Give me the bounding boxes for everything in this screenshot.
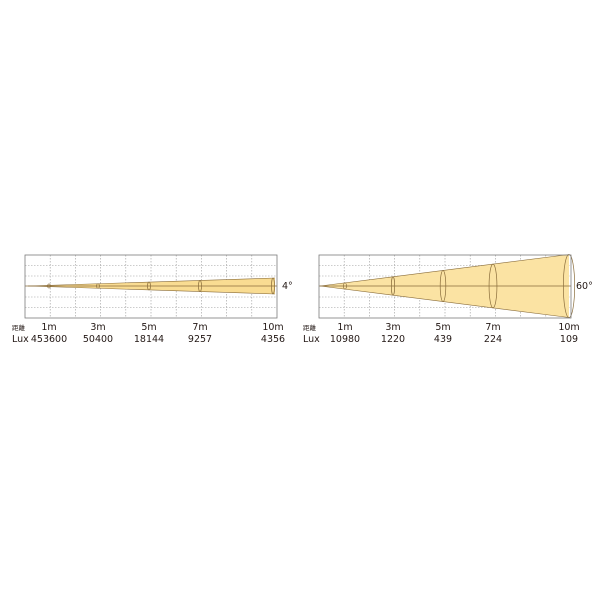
distance-label: 5m xyxy=(435,322,450,333)
beam-cross-section-7m xyxy=(198,280,202,292)
lux-value: 453600 xyxy=(31,334,67,345)
beam-angle-label: 4° xyxy=(282,281,293,292)
lux-row-label: Lux xyxy=(303,334,320,345)
chart-frame xyxy=(24,254,278,319)
beam-edge xyxy=(27,277,276,287)
distance-label: 3m xyxy=(385,322,400,333)
lux-value: 4356 xyxy=(261,334,285,345)
beam-cross-section-10m xyxy=(271,277,275,295)
lux-value: 109 xyxy=(560,334,578,345)
beam-cross-section-5m xyxy=(147,281,151,291)
lux-row-label: Lux xyxy=(12,334,29,345)
beam-edge xyxy=(27,285,276,295)
beam-edge xyxy=(319,285,570,318)
distance-row-label: 距離 xyxy=(12,323,26,332)
distance-label: 3m xyxy=(90,322,105,333)
distance-label: 1m xyxy=(337,322,352,333)
lux-value: 18144 xyxy=(134,334,164,345)
beam-cross-section-3m xyxy=(390,276,396,296)
distance-row-label: 距離 xyxy=(303,323,317,332)
beam-cross-section-1m xyxy=(343,282,347,290)
lux-value: 50400 xyxy=(83,334,113,345)
lux-value: 9257 xyxy=(188,334,212,345)
distance-label: 7m xyxy=(192,322,207,333)
beam-cross-section-1m xyxy=(47,283,51,289)
chart-frame xyxy=(318,254,572,319)
distance-label: 10m xyxy=(262,322,283,333)
beam-cross-section-10m xyxy=(562,254,576,318)
lux-value: 10980 xyxy=(330,334,360,345)
lux-value: 1220 xyxy=(381,334,405,345)
distance-label: 7m xyxy=(485,322,500,333)
beam-angle-label: 60° xyxy=(576,281,593,292)
distance-label: 10m xyxy=(558,322,579,333)
beam-cross-section-5m xyxy=(439,270,447,302)
lux-value: 439 xyxy=(434,334,452,345)
beam-cross-section-7m xyxy=(488,263,498,309)
beam-edge xyxy=(319,254,570,287)
lux-value: 224 xyxy=(484,334,502,345)
distance-label: 1m xyxy=(41,322,56,333)
beam-cross-section-3m xyxy=(96,283,100,289)
distance-label: 5m xyxy=(141,322,156,333)
